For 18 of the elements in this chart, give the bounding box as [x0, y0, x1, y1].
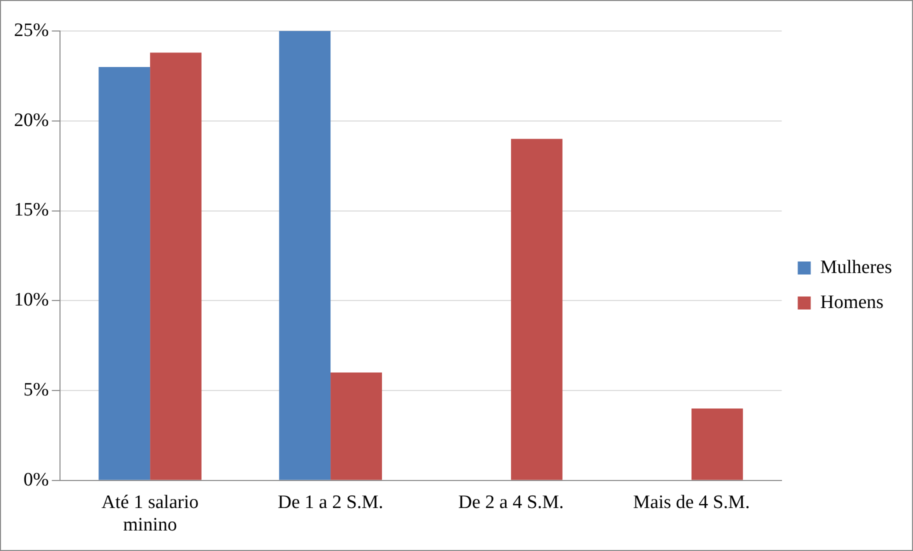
- bar: [279, 31, 331, 480]
- x-tick-label: De 2 a 4 S.M.: [458, 492, 564, 513]
- y-tick-label: 20%: [14, 110, 49, 131]
- y-tick-label: 10%: [14, 290, 49, 311]
- y-tick-label: 5%: [24, 380, 49, 401]
- y-tick-label: 0%: [24, 469, 49, 490]
- bar: [330, 372, 382, 480]
- bar: [511, 138, 562, 480]
- bar: [150, 52, 202, 480]
- x-tick-label: Até 1 salario minino: [102, 492, 199, 536]
- x-tick-label: Mais de 4 S.M.: [633, 492, 750, 513]
- bar: [692, 408, 743, 480]
- legend-label: Mulheres: [820, 256, 892, 278]
- y-tick-label: 15%: [14, 200, 49, 221]
- y-tick-label: 25%: [14, 20, 49, 41]
- legend-label: Homens: [820, 292, 884, 313]
- bar: [98, 66, 150, 480]
- x-tick-label: De 1 a 2 S.M.: [278, 492, 384, 513]
